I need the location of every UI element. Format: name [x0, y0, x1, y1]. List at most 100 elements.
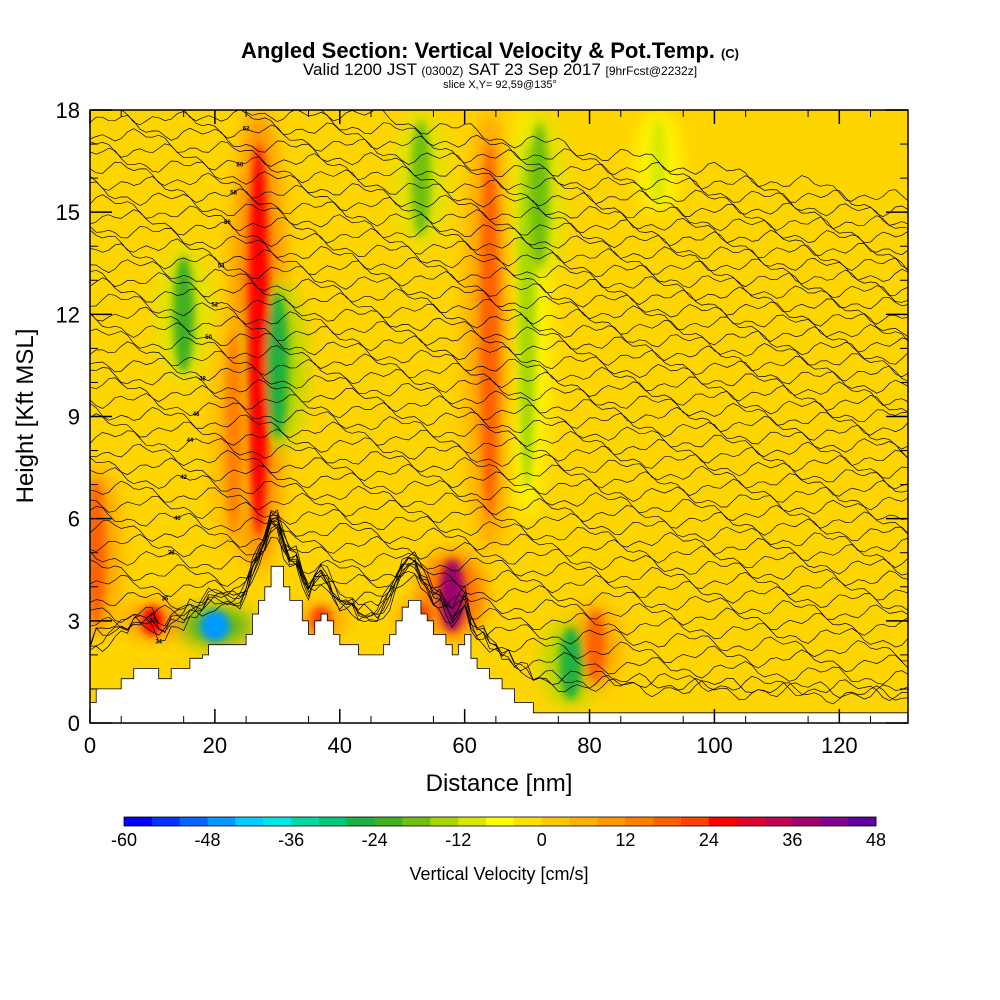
- isotherm-line: [107, 110, 908, 230]
- isotherm-line: [90, 467, 908, 542]
- colorbar-tick-label: -36: [278, 830, 304, 850]
- colorbar-title: Vertical Velocity [cm/s]: [409, 864, 588, 884]
- isotherm-label: 38: [168, 550, 175, 556]
- slice-text: slice X,Y= 92,59@135°: [443, 79, 557, 91]
- isotherm-line: [320, 110, 908, 202]
- chart-title-unit: (C): [721, 46, 739, 61]
- colorbar-swatch: [124, 817, 153, 826]
- plot-area: 32 34 36 38 40 42 44 46 48 50 52 54 56 58 60 62 64: [90, 101, 908, 723]
- y-tick-label: 9: [68, 405, 80, 430]
- isotherm-label: 52: [212, 302, 219, 308]
- velocity-feature-core: [225, 332, 243, 535]
- isotherm-line: [90, 495, 908, 569]
- colorbar-swatch: [263, 817, 292, 826]
- isotherm-label: 32: [149, 619, 156, 625]
- colorbar-swatch: [848, 817, 877, 826]
- y-axis-title: Height [Kft MSL]: [12, 329, 39, 504]
- isotherm-line: [90, 277, 908, 382]
- isotherm-line: [90, 510, 908, 705]
- isotherm-line: [184, 110, 908, 226]
- isotherm-label: 46: [193, 412, 200, 418]
- x-tick-label: 0: [84, 733, 96, 758]
- velocity-feature-core: [411, 120, 431, 237]
- subtitle-forecast: [9hrFcst@2232z]: [606, 64, 698, 78]
- colorbar-swatch: [513, 817, 543, 826]
- isotherm-label: 36: [162, 597, 169, 603]
- isotherm-line: [90, 175, 908, 297]
- colorbar-tick-label: -48: [195, 830, 221, 850]
- colorbar-tick-label: 12: [615, 830, 635, 850]
- isotherm-line: [90, 506, 908, 576]
- isotherm-line: [90, 520, 908, 611]
- isotherm-line: [90, 522, 908, 685]
- isotherm-label: 48: [199, 376, 206, 382]
- colorbar-tick-label: 24: [699, 830, 719, 850]
- colorbar-tick-label: -12: [445, 830, 471, 850]
- colorbar-swatch: [486, 817, 515, 826]
- y-tick-label: 3: [68, 609, 80, 634]
- velocity-feature-core: [559, 627, 583, 700]
- isotherm-line: [90, 516, 908, 636]
- isotherm-line: [90, 533, 908, 601]
- isotherm-label: 40: [174, 516, 181, 522]
- isotherm-line: [90, 430, 908, 511]
- velocity-feature-core: [173, 256, 195, 373]
- isotherm-label: 58: [230, 191, 237, 197]
- isotherm-line: [244, 110, 908, 218]
- colorbar-swatch: [458, 817, 487, 826]
- y-tick-label: 18: [56, 98, 80, 123]
- isotherm-label: 42: [180, 475, 187, 481]
- x-tick-label: 100: [696, 733, 733, 758]
- isotherm-line: [90, 115, 908, 244]
- contour-labels: 32 34 36 38 40 42 44 46 48 50 52 54 56 58 60 62 64: [149, 101, 256, 646]
- isotherm-line: [90, 128, 908, 256]
- colorbar-swatch: [207, 817, 236, 826]
- velocity-field-cores: [90, 117, 667, 700]
- colorbar-swatch: [792, 817, 821, 826]
- y-tick-label: 15: [56, 200, 80, 225]
- x-tick-label: 20: [203, 733, 227, 758]
- velocity-feature-core: [266, 293, 289, 438]
- colorbar-tick-label: 48: [866, 830, 886, 850]
- colorbar-swatch: [708, 817, 738, 826]
- colorbar-swatch: [402, 817, 431, 826]
- chart-title: Angled Section: Vertical Velocity & Pot.…: [241, 38, 739, 63]
- colorbar-swatch: [151, 817, 181, 826]
- velocity-feature-core: [248, 144, 270, 536]
- y-tick-label: 0: [68, 711, 80, 736]
- isotherm-line: [90, 457, 908, 535]
- colorbar-tick-label: -24: [362, 830, 388, 850]
- colorbar-tick-label: 0: [537, 830, 547, 850]
- colorbar-swatch: [820, 817, 849, 826]
- colorbar-swatch: [235, 817, 264, 826]
- isotherm-line: [90, 377, 908, 466]
- colorbar: [123, 816, 877, 827]
- colorbar-swatch: [541, 817, 570, 826]
- isotherm-label: 56: [224, 220, 231, 226]
- isotherm-line: [90, 511, 908, 620]
- x-tick-label: 60: [452, 733, 476, 758]
- isotherm-label: 62: [243, 127, 250, 133]
- isotherm-line: [90, 243, 908, 353]
- subtitle-zulu: (0300Z): [421, 64, 463, 78]
- colorbar-swatch: [374, 817, 403, 826]
- x-tick-label: 80: [577, 733, 601, 758]
- isotherm-line: [90, 229, 908, 342]
- isotherm-line: [90, 259, 908, 365]
- colorbar-swatch: [653, 817, 682, 826]
- subtitle-date: SAT 23 Sep 2017: [463, 60, 605, 79]
- isotherm-line: [90, 519, 908, 701]
- x-axis: 0 20 40 60 80 100 120: [84, 110, 872, 758]
- isotherm-line: [90, 141, 908, 270]
- isotherm-line: [90, 226, 908, 337]
- y-tick-label: 6: [68, 507, 80, 532]
- isotherm-line: [90, 517, 908, 673]
- velocity-feature-core: [480, 143, 499, 520]
- potential-temperature-contours: [90, 110, 908, 705]
- isotherm-label: 64: [249, 101, 256, 107]
- isotherm-line: [90, 403, 908, 490]
- isotherm-line: [90, 306, 908, 406]
- isotherm-line: [90, 480, 908, 553]
- isotherm-line: [90, 181, 908, 303]
